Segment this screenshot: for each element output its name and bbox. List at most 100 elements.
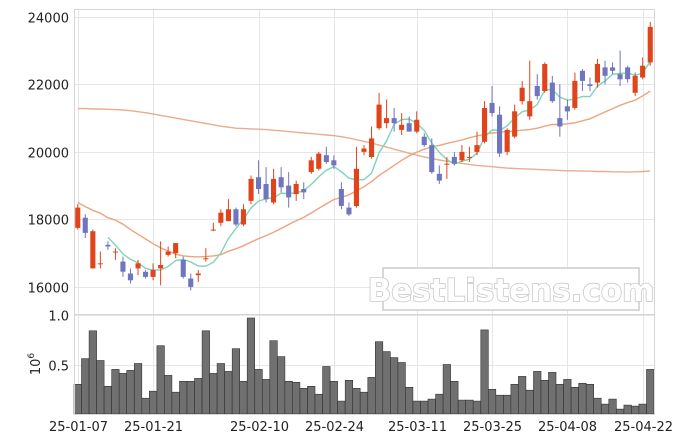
candle-body bbox=[97, 263, 103, 265]
candle-body bbox=[640, 65, 646, 78]
candle-body bbox=[203, 258, 209, 260]
volume-bar bbox=[427, 398, 436, 415]
candle bbox=[444, 156, 450, 179]
candle-body bbox=[459, 151, 465, 161]
watermark: BestListens.com bbox=[367, 267, 655, 311]
volume-bar bbox=[435, 393, 444, 415]
candle bbox=[572, 72, 578, 110]
candle bbox=[248, 175, 254, 205]
candle bbox=[640, 57, 646, 80]
candle-body bbox=[391, 118, 397, 124]
candle bbox=[504, 128, 510, 156]
price-tick-label: 20000 bbox=[28, 147, 69, 162]
candle-body bbox=[150, 270, 156, 277]
volume-bar bbox=[277, 356, 286, 415]
volume-bar bbox=[111, 369, 120, 415]
date-tick-label: 25-04-08 bbox=[538, 420, 597, 435]
candle-body bbox=[218, 212, 224, 223]
candle bbox=[594, 58, 600, 88]
candle bbox=[534, 74, 540, 100]
candle bbox=[610, 62, 616, 75]
date-x-axis: 25-01-07 25-01-21 25-02-10 25-02-24 25-03-11… bbox=[49, 420, 673, 435]
candle-body bbox=[436, 173, 442, 181]
volume-bar bbox=[134, 363, 143, 415]
candle-body bbox=[256, 177, 262, 189]
candle bbox=[542, 62, 548, 93]
candle-body bbox=[135, 263, 141, 269]
candle bbox=[120, 256, 126, 277]
volume-bar bbox=[164, 375, 173, 415]
candle-body bbox=[240, 209, 246, 225]
candle-body bbox=[316, 153, 322, 169]
volume-bar bbox=[503, 394, 512, 415]
candle bbox=[466, 146, 472, 162]
candle bbox=[75, 204, 81, 230]
candle bbox=[436, 165, 442, 184]
candle-body bbox=[421, 136, 427, 146]
candle bbox=[135, 259, 141, 276]
candle bbox=[647, 21, 653, 66]
candle-body bbox=[414, 119, 420, 132]
candle bbox=[474, 131, 480, 156]
candle-body bbox=[504, 129, 510, 152]
candle bbox=[127, 268, 133, 284]
volume-bar bbox=[405, 386, 414, 415]
price-y-axis: 16000 18000 20000 22000 24000 bbox=[28, 12, 69, 297]
candle-body bbox=[112, 251, 118, 253]
candle bbox=[150, 263, 156, 281]
volume-tick-label: 0.5 bbox=[48, 360, 69, 375]
volume-bar bbox=[209, 373, 218, 415]
volume-panel-frame bbox=[74, 314, 655, 415]
volume-bar bbox=[73, 383, 82, 415]
candle-body bbox=[293, 184, 299, 195]
candle-body bbox=[610, 67, 616, 71]
candle-body bbox=[647, 26, 653, 63]
candle-body bbox=[444, 163, 450, 165]
candle-body bbox=[632, 75, 638, 93]
candle-body bbox=[75, 207, 81, 228]
volume-bar bbox=[103, 385, 112, 415]
volume-bar bbox=[646, 369, 655, 415]
watermark-text: BestListens.com bbox=[368, 273, 655, 309]
candle bbox=[361, 145, 367, 156]
candle bbox=[143, 270, 149, 279]
candle bbox=[527, 60, 533, 120]
candle bbox=[632, 72, 638, 97]
date-tick-label: 25-02-10 bbox=[230, 420, 289, 435]
candle-body bbox=[451, 156, 457, 164]
volume-bar bbox=[593, 397, 602, 415]
candle bbox=[384, 99, 390, 129]
candle-body bbox=[557, 118, 563, 127]
candle bbox=[459, 145, 465, 162]
candle-body bbox=[188, 278, 194, 287]
candle bbox=[331, 155, 337, 169]
volume-bar bbox=[631, 405, 640, 415]
candle bbox=[519, 80, 525, 105]
candle-body bbox=[466, 156, 472, 158]
candle bbox=[158, 241, 164, 286]
candle bbox=[338, 182, 344, 210]
volume-bar bbox=[179, 380, 188, 415]
candle bbox=[210, 222, 216, 232]
candle bbox=[323, 146, 329, 164]
volume-bars bbox=[73, 317, 655, 415]
candle bbox=[421, 133, 427, 147]
candle-body bbox=[353, 168, 359, 206]
candle-body bbox=[180, 260, 186, 277]
candle bbox=[218, 209, 224, 227]
candle-body bbox=[143, 271, 149, 277]
volume-bar bbox=[578, 382, 587, 415]
price-tick-label: 16000 bbox=[28, 282, 69, 297]
volume-bar bbox=[216, 363, 225, 415]
volume-bar bbox=[533, 371, 542, 415]
volume-bar bbox=[623, 404, 632, 415]
candle bbox=[203, 248, 209, 262]
candle-body bbox=[512, 111, 518, 137]
candle-body bbox=[286, 185, 292, 198]
candle bbox=[195, 270, 201, 282]
volume-bar bbox=[96, 360, 105, 415]
candle-body bbox=[489, 102, 495, 113]
candlesticks bbox=[75, 21, 653, 291]
candle bbox=[188, 273, 194, 291]
